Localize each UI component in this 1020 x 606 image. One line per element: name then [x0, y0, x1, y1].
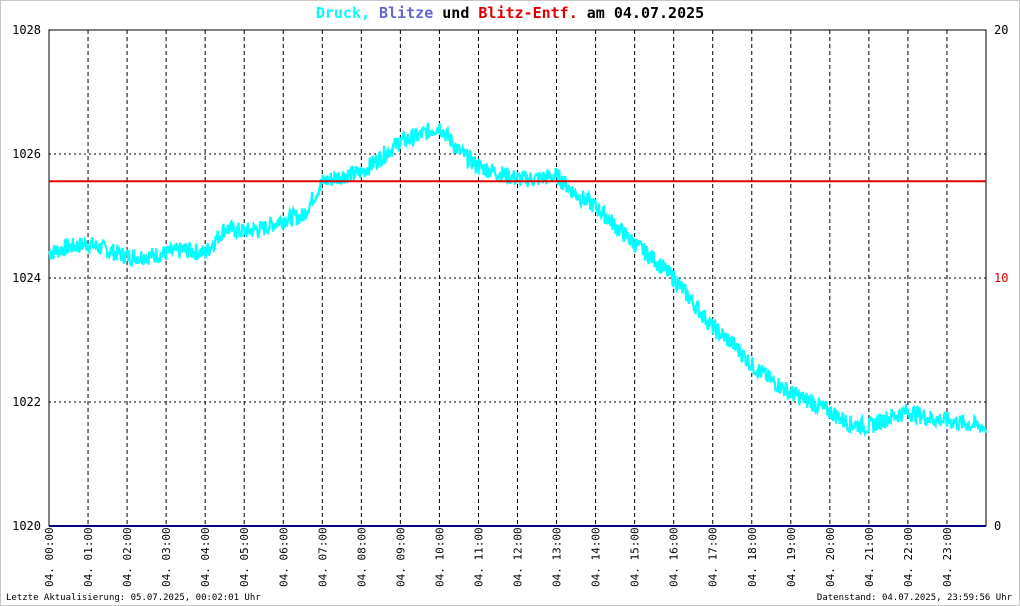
chart-title: Druck, Blitze und Blitz-Entf. am 04.07.2… [0, 4, 1020, 22]
y-left-tick-label: 1028 [12, 23, 41, 37]
y-right-tick-label: 20 [994, 23, 1008, 37]
y-left-tick-label: 1026 [12, 147, 41, 161]
x-tick-label: 04. 22:00 [902, 527, 915, 587]
x-tick-label: 04. 14:00 [590, 527, 603, 587]
x-tick-label: 04. 11:00 [472, 527, 485, 587]
x-tick-label: 04. 02:00 [121, 527, 134, 587]
y-left-tick-label: 1024 [12, 271, 41, 285]
x-tick-label: 04. 03:00 [160, 527, 173, 587]
x-tick-label: 04. 17:00 [707, 527, 720, 587]
x-tick-label: 04. 07:00 [316, 527, 329, 587]
title-blitz-entf: Blitz-Entf. [478, 4, 578, 22]
x-tick-label: 04. 04:00 [199, 527, 212, 587]
x-tick-label: 04. 09:00 [394, 527, 407, 587]
y-right-tick-label: 10 [994, 271, 1008, 285]
x-tick-label: 04. 21:00 [863, 527, 876, 587]
y-right-tick-label: 0 [994, 519, 1001, 533]
title-blitze: Blitze [379, 4, 434, 22]
x-tick-label: 04. 23:00 [941, 527, 954, 587]
y-left-tick-label: 1020 [12, 519, 41, 533]
x-tick-label: 04. 18:00 [746, 527, 759, 587]
title-druck: Druck, [315, 4, 371, 22]
x-tick-label: 04. 19:00 [785, 527, 798, 587]
last-update-text: Letzte Aktualisierung: 05.07.2025, 00:02… [6, 593, 261, 603]
x-tick-label: 04. 06:00 [277, 527, 290, 587]
x-tick-label: 04. 15:00 [629, 527, 642, 587]
x-tick-label: 04. 08:00 [355, 527, 368, 587]
data-status-text: Datenstand: 04.07.2025, 23:59:56 Uhr [816, 593, 1012, 603]
title-und: und [442, 4, 470, 22]
title-am: am [586, 4, 605, 22]
x-tick-label: 04. 16:00 [668, 527, 681, 587]
series-druck-line [48, 122, 988, 438]
title-date: 04.07.2025 [613, 4, 705, 22]
x-tick-label: 04. 00:00 [43, 527, 56, 587]
x-tick-label: 04. 01:00 [82, 527, 95, 587]
x-tick-label: 04. 05:00 [238, 527, 251, 587]
x-tick-label: 04. 20:00 [824, 527, 837, 587]
x-tick-label: 04. 12:00 [512, 527, 525, 587]
x-tick-label: 04. 13:00 [551, 527, 564, 587]
y-left-tick-label: 1022 [12, 395, 41, 409]
x-tick-label: 04. 10:00 [433, 527, 446, 587]
